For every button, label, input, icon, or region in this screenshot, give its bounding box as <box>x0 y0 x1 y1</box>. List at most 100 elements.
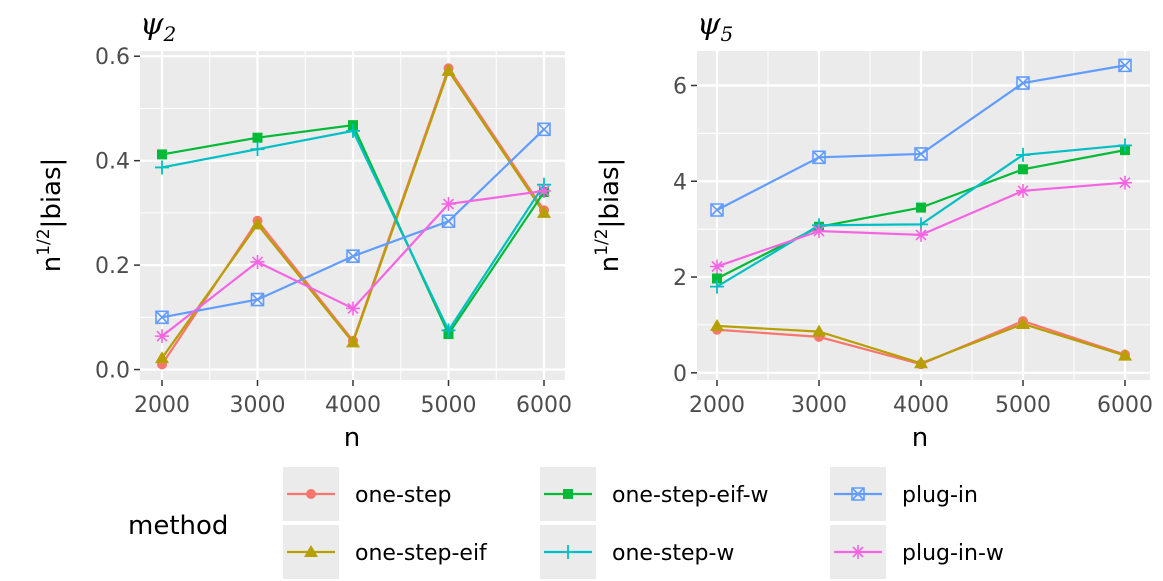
data-point <box>914 227 928 242</box>
series-plug-in-w <box>710 175 1132 274</box>
legend-key-marker <box>851 487 865 501</box>
data-point <box>441 214 456 229</box>
data-point <box>914 356 928 369</box>
legend-key-marker <box>306 489 316 499</box>
x-axis-ticks: 2000 3000 4000 5000 6000 <box>689 380 1153 418</box>
series-group <box>710 58 1132 370</box>
data-point <box>157 149 167 160</box>
plot-panel-background <box>697 51 1150 380</box>
y-axis-title: n1/2|bias| <box>592 158 625 273</box>
data-point <box>537 183 551 198</box>
legend-title: method <box>128 511 228 541</box>
series-one-step-eif <box>155 63 551 364</box>
legend: method one-step one-step-eif one-step-eif-… <box>128 467 1004 579</box>
data-point <box>537 205 551 218</box>
data-point <box>1016 183 1030 198</box>
data-point <box>1016 76 1030 90</box>
data-point <box>916 202 926 213</box>
data-point <box>1118 138 1132 153</box>
panel-title: ψ2 <box>140 7 176 46</box>
y-axis-ticks: 0.0 0.2 0.4 0.6 <box>95 45 140 384</box>
data-point <box>346 335 360 348</box>
legend-item-plug-in: plug-in <box>830 467 978 521</box>
y-tick-label: 0.6 <box>95 45 130 70</box>
data-point <box>812 324 826 337</box>
legend-item-one-step: one-step <box>283 467 451 521</box>
x-tick-label: 3000 <box>791 393 847 418</box>
legend-label: one-step <box>355 483 451 508</box>
x-axis-title: n <box>912 423 928 453</box>
series-group <box>155 63 551 370</box>
x-axis-ticks: 2000 3000 4000 5000 6000 <box>134 380 572 418</box>
x-tick-label: 5000 <box>995 393 1051 418</box>
x-tick-label: 4000 <box>893 393 949 418</box>
y-tick-label: 0.4 <box>95 150 130 175</box>
y-tick-label: 0.0 <box>95 359 130 384</box>
panel-psi5: ψ5 0 2 4 6 2000 3000 4000 5000 6000 n n1/2|bias… <box>592 7 1153 453</box>
data-point <box>1118 58 1132 73</box>
data-point <box>155 351 169 364</box>
legend-item-plug-in-w: plug-in-w <box>830 525 1004 579</box>
data-point <box>710 259 724 274</box>
data-point <box>155 160 169 175</box>
data-point <box>710 279 724 294</box>
x-tick-label: 4000 <box>325 393 381 418</box>
data-point <box>712 273 722 284</box>
data-point <box>1118 175 1132 190</box>
data-point <box>250 142 265 157</box>
panel-psi2: ψ2 0.0 0.2 0.4 0.6 2000 3000 4000 5000 6000 n n… <box>34 7 572 453</box>
x-tick-label: 5000 <box>421 393 477 418</box>
data-point <box>1016 147 1030 162</box>
data-point <box>1118 348 1132 361</box>
y-tick-label: 0.2 <box>95 254 130 279</box>
series-plug-in <box>155 122 551 325</box>
series-plug-in-w <box>155 183 551 344</box>
data-point <box>346 123 360 138</box>
legend-items: one-step one-step-eif one-step-eif-w one-st… <box>283 467 1004 579</box>
x-tick-label: 6000 <box>516 393 572 418</box>
y-axis-ticks: 0 2 4 6 <box>673 74 697 387</box>
legend-key-marker <box>304 545 318 557</box>
legend-label: one-step-eif-w <box>612 483 769 508</box>
y-tick-label: 6 <box>673 74 687 99</box>
data-point <box>346 301 360 316</box>
x-tick-label: 2000 <box>134 393 190 418</box>
data-point <box>441 323 456 338</box>
data-point <box>250 217 265 230</box>
data-point <box>250 292 265 307</box>
data-point <box>441 197 456 212</box>
x-axis-title: n <box>344 423 360 453</box>
legend-item-one-step-eif-w: one-step-eif-w <box>540 467 769 521</box>
series-plug-in <box>710 58 1132 217</box>
y-tick-label: 0 <box>673 362 687 387</box>
legend-label: plug-in-w <box>902 541 1004 566</box>
data-point <box>537 122 551 137</box>
data-point <box>812 224 826 239</box>
legend-label: one-step-eif <box>355 541 488 566</box>
x-tick-label: 3000 <box>230 393 286 418</box>
data-point <box>252 132 263 143</box>
legend-label: one-step-w <box>612 541 734 566</box>
y-tick-label: 2 <box>673 266 687 291</box>
x-tick-label: 2000 <box>689 393 745 418</box>
panel-title: ψ5 <box>697 7 733 46</box>
series-one-step-eif <box>710 316 1132 369</box>
data-point <box>812 150 826 165</box>
data-point <box>155 329 169 344</box>
series-one-step-w <box>155 123 551 338</box>
legend-label: plug-in <box>902 483 978 508</box>
y-axis-title: n1/2|bias| <box>34 158 67 273</box>
data-point <box>1016 316 1030 329</box>
data-point <box>1018 164 1028 175</box>
legend-key-marker <box>851 545 865 559</box>
legend-item-one-step-w: one-step-w <box>540 525 734 579</box>
data-point <box>155 310 169 325</box>
legend-item-one-step-eif: one-step-eif <box>283 525 488 579</box>
data-point <box>710 203 724 217</box>
legend-key-marker <box>561 545 575 559</box>
data-point <box>441 63 456 76</box>
data-point <box>914 147 928 161</box>
data-point <box>250 254 265 269</box>
x-tick-label: 6000 <box>1097 393 1153 418</box>
